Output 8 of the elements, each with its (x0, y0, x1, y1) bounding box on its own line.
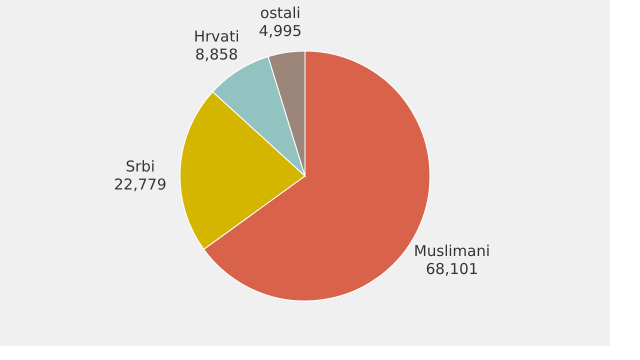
data-label: 22,779 (114, 176, 167, 194)
slice-label: Muslimani (414, 242, 490, 260)
data-label: 4,995 (258, 22, 302, 40)
slice-label: ostali (260, 4, 301, 22)
slice-label: Hrvati (194, 28, 240, 46)
data-label: 8,858 (195, 46, 238, 64)
data-label: 68,101 (426, 260, 478, 278)
slice-label: Srbi (126, 158, 155, 176)
